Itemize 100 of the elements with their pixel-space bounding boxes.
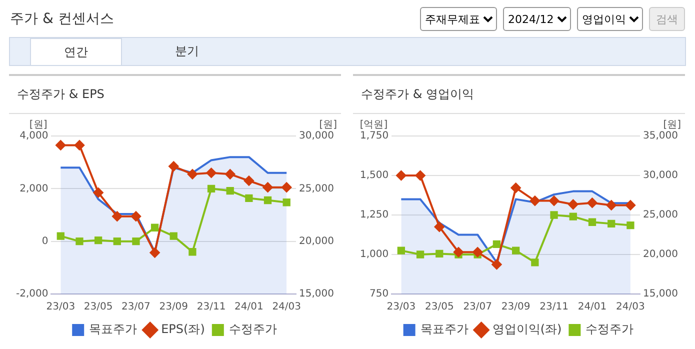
point (170, 232, 178, 240)
legend-label: 목표주가 (420, 322, 468, 336)
point (225, 169, 236, 180)
x-tick-label: 24/03 (272, 302, 302, 313)
point (569, 212, 577, 220)
y2-tick-label: 15,000 (643, 288, 678, 300)
text: 검색 (649, 7, 685, 31)
y2-tick-label: 25,000 (299, 183, 334, 194)
point (262, 182, 273, 192)
y-axis-title: [원] (29, 120, 48, 131)
legend-label: 영업이익(좌) (492, 322, 562, 336)
y-tick-label: 1,000 (360, 249, 389, 260)
point (549, 196, 560, 206)
point (625, 200, 636, 210)
point (207, 184, 216, 192)
y2-tick-label: 25,000 (643, 210, 678, 221)
y-tick-label: 1,750 (360, 130, 389, 142)
y-tick-label: 1,250 (360, 210, 389, 221)
y2-tick-label: 15,000 (299, 288, 334, 300)
x-tick-label: 23/09 (159, 302, 188, 313)
y-tick-label: 1,500 (360, 170, 389, 182)
legend-label: 수정주가 (228, 322, 277, 336)
point (264, 196, 272, 204)
x-tick-label: 23/05 (424, 302, 454, 313)
point (206, 168, 216, 178)
point (587, 198, 598, 208)
point (415, 170, 426, 180)
point (282, 182, 292, 192)
text: 분기 (174, 43, 200, 60)
point (244, 176, 254, 186)
point (472, 247, 483, 258)
point (568, 199, 578, 210)
point (132, 238, 140, 246)
point (416, 250, 424, 258)
point (112, 211, 122, 222)
x-tick-label: 24/03 (616, 302, 645, 313)
x-tick-label: 24/01 (578, 302, 607, 313)
y2-tick-label: 35,000 (643, 130, 678, 142)
x-tick-label: 23/07 (463, 302, 492, 313)
point (187, 169, 198, 180)
point (282, 198, 290, 206)
text: 주가 & 컨센서스 (10, 10, 114, 28)
x-tick-label: 23/11 (540, 302, 568, 313)
x-tick-label: 23/09 (501, 302, 530, 313)
y-tick-label: 0 (42, 236, 48, 247)
chart-title: 수정주가 & EPS (9, 76, 341, 114)
point (130, 211, 141, 222)
point (188, 248, 196, 256)
text: 2024/12 (503, 7, 571, 31)
text: 연간 (30, 38, 122, 65)
point (492, 259, 502, 270)
x-tick-label: 23/07 (122, 302, 150, 313)
point (397, 246, 406, 254)
y2-tick-label: 30,000 (643, 170, 678, 182)
point (606, 200, 616, 210)
point (608, 220, 616, 228)
y2-axis-title: [원] (319, 120, 338, 131)
point (454, 247, 464, 258)
y-tick-label: 2,000 (20, 183, 48, 194)
y-tick-label: 4,000 (20, 130, 48, 142)
y2-tick-label: 20,000 (299, 236, 334, 247)
x-tick-label: 24/01 (234, 302, 264, 313)
point (93, 188, 104, 198)
point (510, 182, 521, 193)
point (226, 186, 234, 195)
text: 주재무제표 (420, 7, 497, 31)
point (626, 221, 634, 230)
y-tick-label: -2,000 (16, 288, 48, 300)
legend-label: 목표주가 (89, 322, 138, 336)
x-tick-label: 23/03 (386, 302, 416, 313)
x-tick-label: 23/03 (46, 302, 76, 313)
point (168, 161, 179, 172)
point (150, 248, 160, 258)
legend-label: EPS(좌) (161, 322, 205, 336)
point (113, 238, 121, 246)
y2-axis-title: [원] (663, 120, 682, 131)
point (434, 222, 444, 232)
point (492, 240, 501, 248)
point (76, 238, 84, 246)
point (74, 140, 84, 150)
point (512, 246, 520, 254)
point (56, 232, 64, 240)
point (436, 250, 444, 258)
point (588, 218, 596, 226)
point (530, 196, 540, 206)
y-axis-title: [억원] (360, 120, 388, 131)
point (245, 194, 253, 202)
legend-label: 수정주가 (586, 322, 634, 336)
point (531, 258, 539, 266)
x-tick-label: 23/11 (196, 302, 226, 313)
text: 영업이익 (577, 7, 643, 31)
y2-tick-label: 20,000 (643, 249, 678, 260)
y2-tick-label: 30,000 (299, 130, 334, 142)
point (94, 236, 102, 244)
y-tick-label: 750 (370, 288, 389, 300)
chart-title: 수정주가 & 영업이익 (353, 76, 685, 114)
point (396, 170, 406, 180)
x-tick-label: 23/05 (84, 302, 113, 313)
point (150, 224, 159, 232)
point (56, 140, 66, 150)
